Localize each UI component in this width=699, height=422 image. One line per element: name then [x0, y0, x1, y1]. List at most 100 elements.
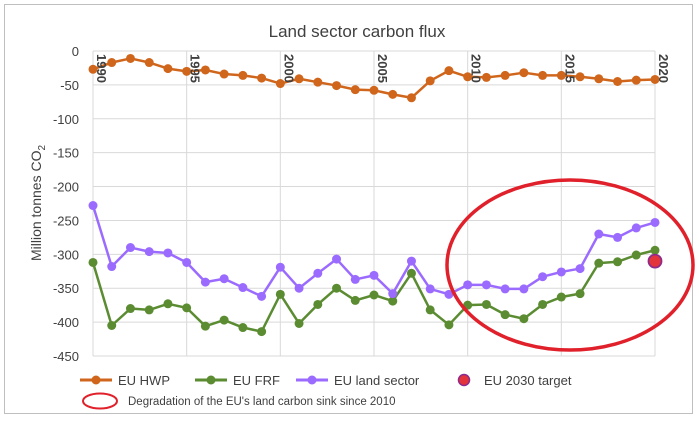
y-tick-label: -400 [53, 315, 79, 330]
x-tick-label: 1990 [94, 54, 109, 83]
data-point [388, 289, 398, 299]
x-tick-label: 2015 [562, 54, 577, 83]
data-point [444, 66, 454, 76]
data-point [88, 201, 98, 211]
data-point [163, 299, 173, 309]
data-point [144, 305, 154, 315]
data-point [200, 277, 210, 287]
data-point [613, 232, 623, 242]
y-tick-label: -350 [53, 281, 79, 296]
data-point [238, 283, 248, 293]
data-point [294, 318, 304, 328]
data-point [125, 304, 135, 314]
data-point [594, 74, 604, 84]
series-eu-frf [88, 245, 660, 337]
data-point [125, 243, 135, 253]
data-point [575, 72, 585, 82]
data-point [631, 223, 641, 233]
data-point [425, 305, 435, 315]
data-point [369, 85, 379, 95]
series-eu-land-sector [88, 201, 660, 301]
data-point [182, 303, 192, 313]
data-point [444, 320, 454, 330]
legend: EU HWP EU FRF EU land sector EU 2030 tar… [80, 373, 572, 410]
legend-eu-2030-target: EU 2030 target [457, 373, 572, 388]
data-point [257, 291, 267, 301]
y-tick-label: -150 [53, 146, 79, 161]
data-point [144, 58, 154, 68]
data-point [594, 229, 604, 239]
x-tick-label: 2005 [375, 54, 390, 83]
data-point [556, 267, 566, 277]
data-point [182, 257, 192, 267]
y-axis-ticks: 0 -50 -100 -150 -200 -250 -300 -350 -400 -450 [53, 44, 79, 364]
data-point [200, 321, 210, 331]
x-tick-label: 2010 [469, 54, 484, 83]
data-point [88, 64, 98, 74]
data-point [313, 299, 323, 309]
eu-2030-target-point [647, 253, 663, 269]
data-point [631, 250, 641, 260]
data-point [313, 77, 323, 87]
data-point [519, 68, 529, 78]
legend-label-degradation: Degradation of the EU's land carbon sink… [128, 396, 396, 408]
data-point [332, 254, 342, 264]
data-point [200, 65, 210, 75]
legend-eu-land-sector: EU land sector [296, 373, 420, 388]
data-point [425, 76, 435, 86]
data-point [406, 93, 416, 103]
chart-title: Land sector carbon flux [269, 22, 446, 41]
data-point [125, 53, 135, 63]
data-point [350, 274, 360, 284]
series-eu-hwp [88, 53, 660, 103]
chart-frame [4, 4, 693, 414]
data-point [556, 292, 566, 302]
legend-label-eu-land-sector: EU land sector [334, 373, 420, 388]
data-point [163, 248, 173, 258]
data-point [500, 284, 510, 294]
data-point [500, 310, 510, 320]
data-point [613, 257, 623, 267]
legend-degradation: Degradation of the EU's land carbon sink… [82, 392, 396, 410]
x-tick-label: 2000 [281, 54, 296, 83]
data-point [88, 257, 98, 267]
y-tick-label: -450 [53, 349, 79, 364]
data-point [219, 315, 229, 325]
data-point [500, 70, 510, 80]
data-point [631, 75, 641, 85]
data-point [481, 72, 491, 82]
data-point [463, 72, 473, 82]
data-point [257, 327, 267, 337]
series-layer [88, 53, 663, 337]
data-point [556, 70, 566, 80]
data-point [257, 73, 267, 83]
data-point [313, 268, 323, 278]
data-point [425, 284, 435, 294]
y-tick-label: -100 [53, 112, 79, 127]
legend-label-eu-2030-target: EU 2030 target [484, 373, 572, 388]
data-point [350, 295, 360, 305]
legend-eu-frf: EU FRF [195, 373, 280, 388]
data-point [219, 274, 229, 284]
x-tick-label: 1995 [188, 54, 203, 83]
data-point [238, 323, 248, 333]
data-point [406, 268, 416, 278]
data-point [107, 321, 117, 330]
data-point [332, 81, 342, 91]
data-point [107, 58, 117, 68]
data-point [275, 262, 285, 272]
y-tick-label: -50 [60, 78, 79, 93]
x-axis-ticks: 1990 1995 2000 2005 2010 2015 2020 [94, 54, 671, 83]
data-point [519, 314, 529, 324]
x-tick-label: 2020 [656, 54, 671, 83]
data-point [144, 247, 154, 257]
gridlines [92, 50, 656, 357]
y-tick-label: 0 [72, 44, 79, 59]
data-point [650, 245, 660, 255]
data-point [538, 299, 548, 309]
data-point [294, 74, 304, 84]
data-point [388, 296, 398, 306]
y-tick-label: -300 [53, 247, 79, 262]
data-point [538, 70, 548, 80]
